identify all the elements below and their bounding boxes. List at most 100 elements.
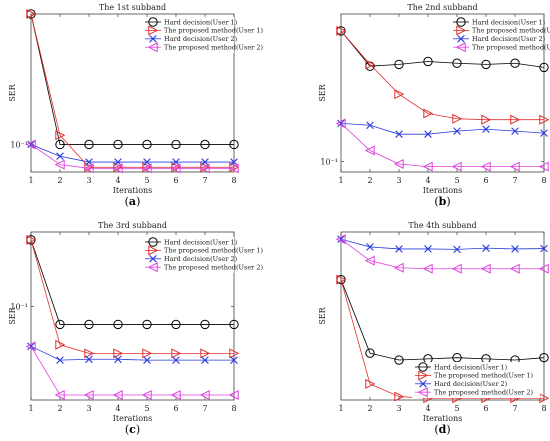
x-tick-label: 2 (57, 176, 62, 185)
x-tick-label: 2 (367, 404, 372, 413)
data-point (112, 163, 123, 174)
series-line (340, 238, 545, 250)
data-point (143, 158, 151, 166)
data-point (452, 352, 462, 363)
data-point (84, 348, 95, 359)
data-point (364, 145, 375, 156)
legend-label: Hard decision(User 2) (164, 255, 238, 263)
data-point (25, 139, 36, 150)
data-point (229, 319, 239, 330)
data-point (27, 342, 35, 351)
data-point (143, 356, 151, 364)
legend-marker (148, 25, 159, 36)
data-point (54, 389, 65, 401)
legend-label: The proposed method(User 1) (164, 247, 263, 255)
panel-caption: (a) (125, 195, 141, 208)
y-tick-label: 10⁻¹ (10, 140, 28, 149)
data-point (172, 356, 180, 364)
x-tick-label: 3 (396, 404, 401, 413)
x-tick-label: 5 (454, 404, 459, 413)
data-point (538, 263, 549, 274)
x-axis-label: Iterations (423, 414, 463, 423)
plot-area (30, 231, 235, 401)
data-point (482, 244, 490, 252)
series-3 (337, 119, 548, 138)
x-tick-label: 1 (338, 176, 343, 185)
data-point (201, 158, 209, 166)
data-point (424, 245, 432, 253)
data-point (200, 139, 210, 150)
y-axis-label: SER (318, 83, 327, 101)
data-point (422, 263, 433, 274)
data-point (172, 158, 180, 166)
legend-marker (457, 35, 465, 43)
series-4 (335, 118, 549, 172)
data-point (365, 59, 376, 70)
data-point (199, 389, 210, 401)
data-point (509, 263, 520, 274)
data-point (171, 162, 182, 173)
series-line (340, 238, 544, 270)
data-point (539, 62, 549, 73)
chart-title: The 3rd subband (98, 221, 167, 230)
x-tick-label: 6 (483, 404, 488, 413)
data-point (364, 255, 375, 266)
data-point (539, 393, 550, 404)
x-tick-label: 8 (231, 404, 236, 413)
data-point (509, 161, 520, 172)
legend-label: Hard decision(User 2) (434, 380, 508, 388)
x-tick-label: 3 (86, 404, 91, 413)
plot-area (340, 231, 545, 401)
data-point (539, 114, 550, 125)
data-point (85, 158, 93, 166)
panel-caption-letter: c (129, 423, 136, 436)
legend-marker (455, 42, 466, 53)
legend-marker (418, 362, 428, 372)
data-point (510, 114, 521, 125)
legend-label: Hard decision(User 1) (434, 363, 508, 371)
data-point (481, 59, 491, 70)
panel-caption-letter: d (439, 423, 447, 436)
data-point (112, 389, 123, 401)
data-point (393, 262, 404, 273)
x-tick-label: 8 (231, 176, 236, 185)
data-point (83, 163, 94, 174)
data-point (83, 389, 94, 401)
data-point (482, 125, 490, 133)
legend-label: Hard decision(User 1) (472, 18, 546, 26)
series-line (30, 345, 234, 361)
data-point (55, 139, 65, 150)
data-point (54, 159, 65, 170)
data-point (114, 158, 122, 166)
x-tick-label: 6 (173, 176, 178, 185)
legend-marker (149, 35, 157, 43)
legend-label: Hard decision(User 1) (164, 238, 238, 246)
x-tick-label: 1 (28, 404, 33, 413)
legend-label: The proposed method(User 1) (434, 372, 533, 380)
legend-label: Hard decision(User 1) (164, 18, 238, 26)
data-point (201, 356, 209, 364)
data-point (538, 161, 549, 172)
chart-title: The 1st subband (99, 3, 166, 12)
data-point (540, 244, 548, 253)
x-tick-label: 6 (483, 176, 488, 185)
data-point (511, 127, 519, 135)
series-line (30, 13, 234, 145)
data-point (56, 152, 64, 161)
data-point (394, 391, 405, 402)
x-tick-label: 1 (338, 404, 343, 413)
x-tick-label: 4 (115, 404, 120, 413)
data-point (335, 118, 346, 129)
series-3 (27, 342, 238, 364)
data-point (55, 319, 65, 330)
data-point (142, 162, 153, 173)
data-point (26, 8, 37, 20)
x-tick-label: 7 (202, 176, 207, 185)
data-point (200, 348, 211, 359)
data-point (423, 56, 433, 67)
data-point (395, 130, 403, 138)
data-point (141, 389, 152, 401)
legend-marker (147, 42, 158, 53)
data-point (229, 162, 240, 173)
